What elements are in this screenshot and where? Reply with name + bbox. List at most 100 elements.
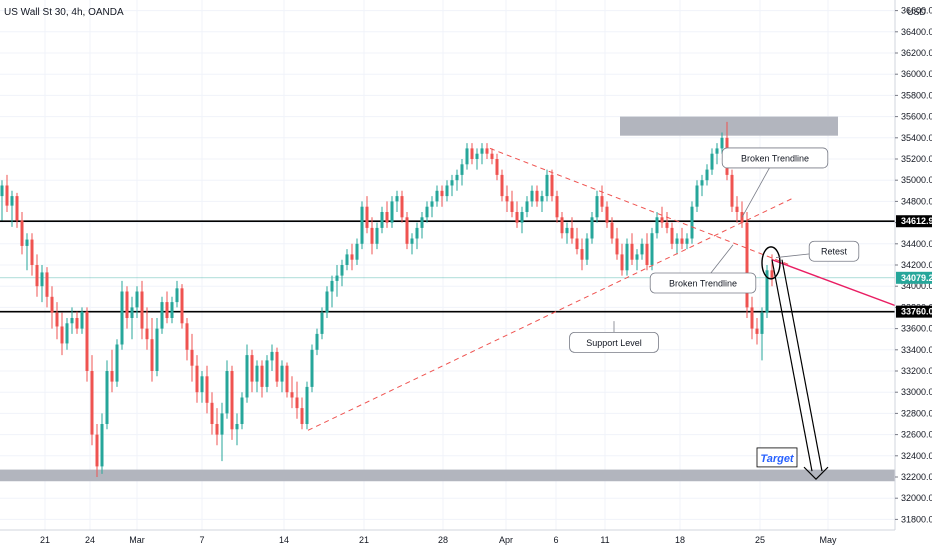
y-tick-label: 35800.0 [901,90,932,100]
x-tick-label: Apr [499,535,513,545]
candle-body [640,243,644,255]
y-tick-label: 34400.0 [901,239,932,249]
annotation-box [649,272,757,294]
candle-body [115,344,119,382]
candle-body [135,291,139,308]
candle-body [275,351,279,382]
candle-body [590,217,594,239]
candle-body [160,302,164,329]
y-tick-label: 33200.0 [901,366,932,376]
candle-body [705,169,709,181]
y-tick-label: 32800.0 [901,408,932,418]
candle-body [505,196,509,202]
candle-body [60,326,64,344]
candle-body [560,217,564,234]
candle-body [340,265,344,276]
candle-body [215,424,219,435]
candle-body [345,254,349,265]
target-arrow-head [803,466,829,480]
price-tag [896,305,932,318]
candle-body [110,371,114,382]
candle-body [385,212,389,223]
trendline [771,259,901,309]
candle-body [770,270,774,278]
candle-body [615,238,619,255]
x-tick-label: 25 [755,535,765,545]
candle-body [140,291,144,329]
x-tick-label: Mar [129,535,145,545]
price-tag-label: 34079.2 [901,273,932,283]
candle-body [695,185,699,207]
candle-body [665,222,669,228]
x-tick-label: May [819,535,837,545]
candle-body [190,349,194,366]
candle-body [405,217,409,244]
candle-body [150,339,154,371]
candle-body [105,371,109,424]
candle-body [735,206,739,212]
candle-body [440,190,444,197]
candle-body [495,159,499,175]
candle-body [90,371,94,435]
candle-body [540,196,544,202]
y-tick-label: 36200.0 [901,48,932,58]
y-tick-label: 32200.0 [901,472,932,482]
candle-body [265,360,269,387]
candle-body [635,254,639,260]
candle-body [565,227,569,234]
candle-body [475,153,479,159]
annotation-label: Broken Trendline [669,279,737,289]
candle-body [730,174,734,207]
candle-body [380,212,384,228]
candle-body [355,243,359,260]
annotation-box [569,331,659,353]
x-tick-label: 21 [359,535,369,545]
y-tick-label: 34000.0 [901,281,932,291]
x-tick-label: 21 [40,535,50,545]
candle-body [245,355,249,398]
candle-body [480,148,484,154]
candle-body [460,164,464,175]
candle-body [205,376,209,403]
candle-body [295,397,299,409]
candle-body [600,196,604,207]
candle-body [415,227,419,239]
y-tick-label: 33600.0 [901,324,932,334]
candle-body [170,302,174,318]
candle-body [25,239,29,246]
candle-body [395,196,399,202]
candle-body [200,376,204,393]
candle-body [610,222,614,239]
candle-body [530,190,534,202]
candle-body [700,180,704,186]
candle-body [390,201,394,223]
candle-body [550,174,554,197]
zone-rect [620,116,838,136]
candle-body [575,238,579,250]
annotation-label: Retest [821,247,848,257]
candle-body [625,243,629,271]
x-tick-label: 18 [675,535,685,545]
candle-body [570,227,574,239]
y-tick-label: 36000.0 [901,69,932,79]
candle-body [425,206,429,218]
candle-body [155,328,159,371]
candle-body [70,318,74,324]
candle-body [65,323,69,344]
candle-body [335,275,339,281]
candle-body [580,249,584,260]
y-tick-label: 32600.0 [901,430,932,440]
candle-body [45,272,49,297]
candle-body [400,196,404,218]
candle-body [765,270,769,313]
candle-body [515,212,519,223]
y-tick-label: 34800.0 [901,196,932,206]
candle-body [250,355,254,382]
candle-body [195,365,199,393]
candle-body [315,333,319,350]
candle-body [165,302,169,318]
candle-body [350,254,354,260]
candle-body [500,174,504,197]
